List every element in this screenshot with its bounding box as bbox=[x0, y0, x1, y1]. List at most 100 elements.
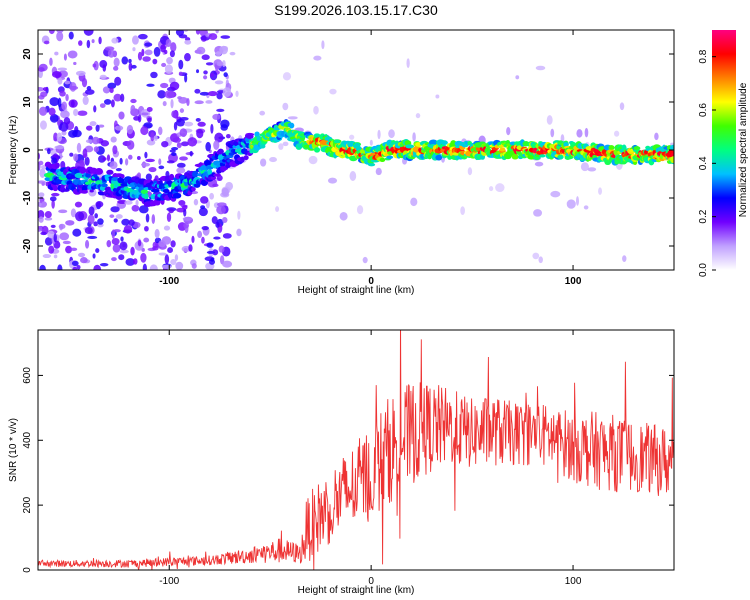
spectrogram-cell bbox=[195, 30, 201, 35]
spectrogram-cell bbox=[339, 211, 348, 221]
spectrogram-cell bbox=[42, 87, 48, 92]
spectrogram-cell bbox=[78, 40, 83, 46]
spectrogram-cell bbox=[68, 31, 74, 40]
spectrogram-cell bbox=[77, 252, 86, 258]
spectrogram-cell bbox=[50, 224, 56, 228]
spectrogram-cell bbox=[111, 229, 116, 239]
spectrogram-cell bbox=[111, 238, 120, 245]
spectrogram-cell bbox=[72, 266, 78, 270]
spectrogram-cell bbox=[87, 235, 98, 239]
spectrogram-cell bbox=[161, 264, 172, 269]
spectrogram-cell bbox=[222, 60, 226, 67]
x-tick-label: -100 bbox=[159, 576, 179, 587]
spectrogram-cell bbox=[131, 204, 140, 212]
spectrogram-cell bbox=[88, 206, 95, 216]
spectrogram-cell bbox=[67, 50, 78, 59]
spectrogram-cell bbox=[62, 240, 71, 245]
spectrogram-cell bbox=[308, 155, 318, 165]
spectrogram-cell bbox=[214, 80, 224, 85]
spectrogram-cell bbox=[450, 140, 457, 147]
spectrogram-cell bbox=[237, 210, 241, 220]
spectrogram-cell bbox=[114, 76, 122, 86]
spectrogram-cell bbox=[236, 228, 242, 237]
spectrogram-cell bbox=[282, 102, 289, 111]
spectrogram-cell bbox=[131, 64, 137, 69]
spectrogram-cell bbox=[85, 139, 94, 144]
spectrogram-cell bbox=[499, 147, 506, 152]
spectrogram-cell bbox=[166, 57, 173, 65]
spectrogram-cell bbox=[152, 58, 158, 65]
spectrogram-cell bbox=[102, 64, 107, 72]
x-tick-label: 0 bbox=[368, 576, 374, 587]
spectrogram-cell bbox=[218, 245, 225, 253]
spectrogram-cell bbox=[245, 134, 254, 139]
spectrogram-cell bbox=[532, 252, 540, 260]
spectrogram-cell bbox=[313, 105, 319, 115]
spectrogram-cell bbox=[215, 51, 222, 57]
colorbar-tick-label: 0.4 bbox=[698, 156, 709, 170]
spectrogram-cell bbox=[128, 58, 132, 64]
spectrogram-cell bbox=[144, 151, 148, 159]
spectrogram-cell bbox=[260, 158, 267, 167]
spectrogram-cell bbox=[94, 168, 103, 175]
spectrogram-cell bbox=[194, 100, 204, 105]
spectrogram-cell bbox=[146, 106, 153, 112]
spectrogram-cell bbox=[288, 122, 295, 129]
spectrogram-cell bbox=[539, 154, 546, 158]
spectrogram-cell bbox=[86, 39, 91, 49]
spectrogram-cell bbox=[205, 62, 214, 66]
spectrogram-cell bbox=[240, 156, 245, 163]
spectrogram-cell bbox=[133, 116, 141, 121]
spectrogram-cell bbox=[73, 61, 77, 66]
spectrogram-cell bbox=[144, 42, 153, 47]
spectrogram-cell bbox=[40, 231, 47, 236]
spectrogram-cell bbox=[54, 51, 59, 56]
spectrogram-cell bbox=[278, 143, 284, 150]
spectrogram-cell bbox=[169, 50, 175, 58]
spectrogram-cell bbox=[575, 196, 579, 206]
spectrogram-cell bbox=[48, 30, 55, 35]
y-tick-label: 400 bbox=[22, 431, 33, 448]
spectrogram-cell bbox=[160, 44, 166, 53]
spectrogram-cell bbox=[178, 199, 186, 206]
spectrogram-cell bbox=[670, 156, 674, 164]
spectrogram-cell bbox=[151, 214, 156, 224]
spectrogram-cell bbox=[49, 97, 60, 107]
spectrogram-cell bbox=[176, 142, 182, 149]
spectrogram-cell bbox=[193, 198, 199, 206]
spectrogram-cell bbox=[59, 90, 66, 97]
snr-series-line bbox=[38, 330, 674, 570]
spectrogram-cell bbox=[622, 255, 627, 263]
spectrogram-cell bbox=[563, 142, 569, 147]
spectrogram-cell bbox=[57, 67, 68, 71]
spectrogram-cell bbox=[349, 134, 355, 140]
spectrogram-cell bbox=[54, 145, 65, 150]
spectrogram-cell bbox=[70, 247, 78, 251]
spectrogram-cell bbox=[162, 101, 167, 107]
spectrogram-cell bbox=[511, 154, 519, 160]
spectrogram-cell bbox=[124, 200, 133, 205]
spectrogram-cell bbox=[80, 257, 88, 264]
spectrogram-x-ticks: -100 0 100 bbox=[159, 30, 582, 287]
spectrogram-cell bbox=[182, 205, 188, 210]
spectrogram-cell bbox=[197, 121, 206, 127]
spectrogram-cell bbox=[83, 30, 94, 36]
spectrogram-cell bbox=[209, 192, 214, 200]
spectrogram-cell bbox=[192, 170, 199, 178]
spectrogram-cell bbox=[219, 45, 228, 55]
spectrogram-cell bbox=[176, 167, 186, 174]
snr-frame bbox=[37, 329, 675, 571]
spectrogram-cell bbox=[213, 236, 221, 240]
spectrogram-cell bbox=[654, 132, 659, 141]
spectrogram-cell bbox=[95, 201, 104, 208]
spectrogram-cell bbox=[115, 168, 122, 172]
spectrogram-cell bbox=[106, 240, 112, 248]
colorbar-gradient bbox=[712, 30, 736, 270]
spectrogram-cell bbox=[38, 160, 44, 166]
spectrogram-cell bbox=[191, 263, 197, 269]
spectrogram-cell bbox=[608, 145, 615, 150]
spectrogram-cell bbox=[210, 123, 214, 134]
spectrogram-cell bbox=[200, 196, 209, 204]
spectrogram-cell bbox=[313, 147, 321, 153]
